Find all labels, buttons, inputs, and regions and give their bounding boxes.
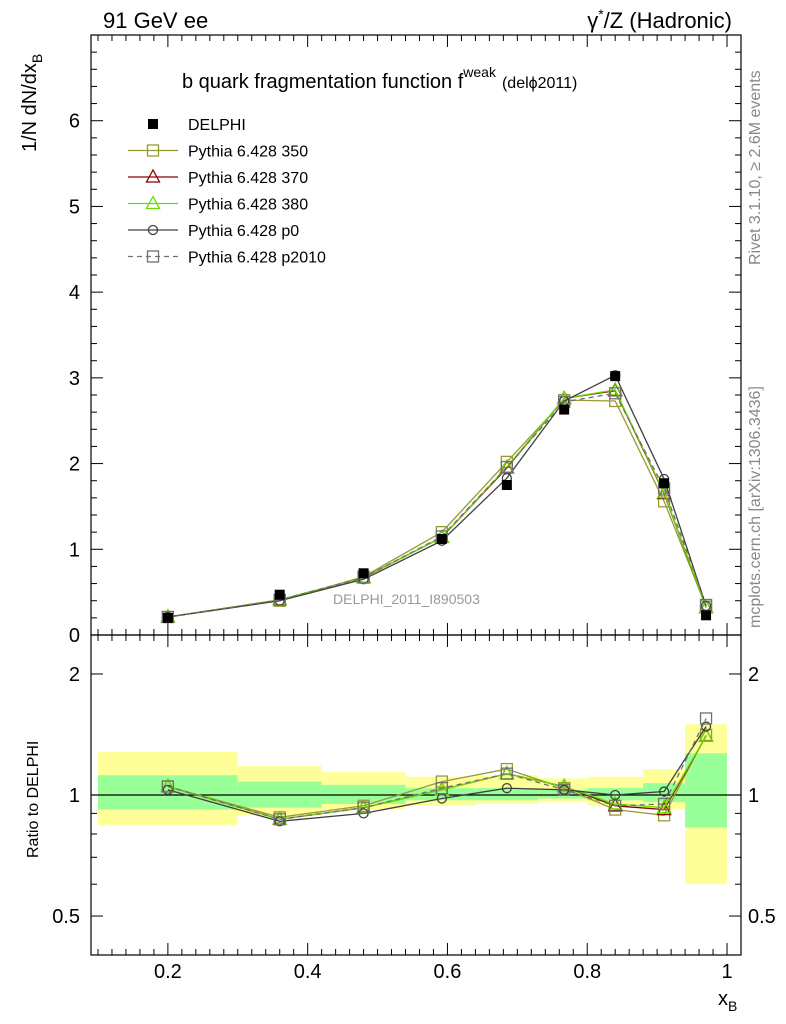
legend-label: Pythia 6.428 370 <box>188 170 308 187</box>
ratio-point-3 <box>274 816 285 827</box>
legend-marker <box>146 144 160 157</box>
ratio-tick-label-right: 0.5 <box>748 906 776 928</box>
band-inner <box>587 788 644 801</box>
legend-label: Pythia 6.428 380 <box>188 197 308 214</box>
x-tick-label: 0.4 <box>294 961 322 983</box>
x-axis-label: xB <box>718 988 737 1014</box>
ratio-point-2 <box>607 795 623 810</box>
x-tick-label: 1 <box>721 961 732 983</box>
ratio-point-2 <box>434 781 450 796</box>
main-ticks: 0 1 2 3 4 5 6 <box>69 34 742 647</box>
y-tick-label: 5 <box>69 196 80 218</box>
ratio-point-0 <box>435 775 449 788</box>
ratio-point-4 <box>435 782 449 795</box>
legend-label: Pythia 6.428 350 <box>188 144 308 161</box>
header-right: γ*/Z (Hadronic) <box>587 6 732 33</box>
chart-title: b quark fragmentation function fweak(del… <box>182 64 577 93</box>
data-point <box>659 478 670 489</box>
band-inner <box>685 753 728 828</box>
legend-label: Pythia 6.428 p0 <box>188 223 299 240</box>
data-points <box>162 371 712 623</box>
legend-marker <box>145 168 161 183</box>
ratio-line-3 <box>167 726 707 822</box>
ratio-point-3 <box>501 783 513 794</box>
ratio-point-4 <box>699 712 713 725</box>
ratio-plot: 0.2 0.4 0.6 0.8 1 0.5 0.5 1 1 2 2 <box>52 634 776 983</box>
legend: DELPHI Pythia 6.428 350 Pythia 6.428 370 Py… <box>128 117 326 267</box>
ratio-point-2 <box>656 799 672 814</box>
data-point <box>274 589 285 600</box>
y-tick-label: 1 <box>69 539 80 561</box>
ratio-tick-label: 0.5 <box>52 906 80 928</box>
ratio-y-label: Ratio to DELPHI <box>25 741 42 858</box>
series-point-0 <box>657 495 671 508</box>
ratio-point-4 <box>500 767 514 780</box>
ratio-point-4 <box>609 799 622 812</box>
data-point <box>162 612 173 623</box>
ratio-point-2 <box>556 778 572 793</box>
ratio-point-3 <box>559 784 570 795</box>
ratio-point-1 <box>656 801 672 816</box>
data-point <box>701 610 712 621</box>
legend-label: DELPHI <box>188 117 246 134</box>
header-left: 91 GeV ee <box>103 8 208 33</box>
ratio-tick-label-right: 1 <box>748 785 759 807</box>
series-point-2 <box>656 484 672 499</box>
ratio-point-4 <box>161 780 175 793</box>
y-tick-label: 2 <box>69 454 80 476</box>
series-line-2 <box>167 389 707 618</box>
analysis-watermark: DELPHI_2011_I890503 <box>333 591 480 607</box>
y-tick-label: 0 <box>69 625 80 647</box>
mcplots-label: mcplots.cern.ch [arXiv:1306.3436] <box>747 386 764 628</box>
band-inner <box>475 788 539 801</box>
ratio-ticks: 0.2 0.4 0.6 0.8 1 0.5 0.5 1 1 2 2 <box>52 635 776 983</box>
ratio-point-2 <box>698 727 714 742</box>
ratio-point-4 <box>357 801 370 814</box>
y-axis-label: 1/N dN/dxB <box>19 54 45 152</box>
legend-marker <box>148 119 158 129</box>
ratio-tick-label: 2 <box>69 664 80 686</box>
ratio-tick-label: 1 <box>69 785 80 807</box>
ratio-point-3 <box>162 784 174 795</box>
x-tick-label: 0.8 <box>573 961 601 983</box>
legend-marker <box>147 224 159 236</box>
series-line-3 <box>167 374 707 618</box>
y-tick-label: 4 <box>69 282 80 304</box>
data-point <box>501 480 512 490</box>
data-point <box>559 404 570 415</box>
data-point <box>610 371 621 382</box>
series-point-4 <box>500 460 514 474</box>
main-series <box>160 370 714 624</box>
legend-marker <box>145 195 161 210</box>
ratio-tick-label-right: 2 <box>748 664 759 686</box>
series-point-4 <box>609 387 622 400</box>
main-plot: 0 1 2 3 4 5 6 <box>69 34 742 647</box>
x-tick-label: 0.2 <box>154 961 182 983</box>
data-point <box>358 568 369 579</box>
band-inner <box>643 783 686 803</box>
legend-label: Pythia 6.428 p2010 <box>188 250 326 267</box>
y-tick-label: 6 <box>69 111 80 133</box>
ratio-point-3 <box>658 786 670 797</box>
ratio-point-4 <box>273 813 286 826</box>
series-line-0 <box>167 399 707 618</box>
ratio-line-4 <box>167 718 707 820</box>
ratio-point-3 <box>610 789 621 801</box>
ratio-series <box>160 712 714 827</box>
series-point-2 <box>607 381 623 396</box>
series-line-4 <box>167 392 707 618</box>
x-tick-label: 0.6 <box>434 961 462 983</box>
series-line-1 <box>167 389 707 618</box>
legend-marker <box>146 250 160 263</box>
rivet-label: Rivet 3.1.10, ≥ 2.6M events <box>747 70 764 265</box>
ratio-point-4 <box>657 797 671 811</box>
ratio-line-0 <box>167 734 707 818</box>
data-point <box>436 534 447 544</box>
y-tick-label: 3 <box>69 368 80 390</box>
ratio-point-4 <box>558 783 571 796</box>
